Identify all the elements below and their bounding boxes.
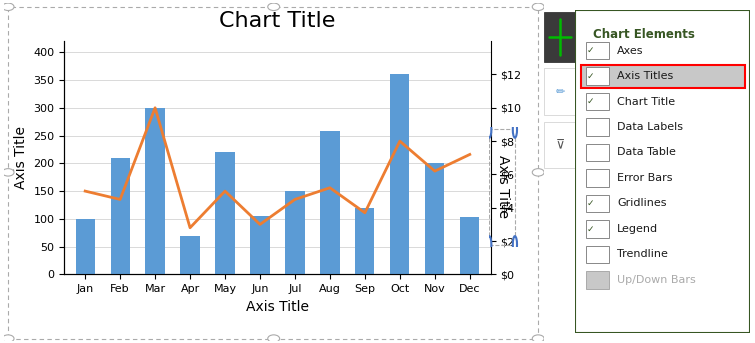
Text: ✓: ✓ bbox=[587, 97, 594, 106]
Bar bbox=[544, 12, 577, 62]
Bar bbox=[586, 93, 609, 110]
Bar bbox=[586, 246, 609, 263]
Bar bbox=[356, 208, 374, 274]
Circle shape bbox=[532, 335, 544, 342]
Bar bbox=[110, 158, 130, 274]
Text: ✓: ✓ bbox=[587, 224, 594, 233]
Bar bbox=[76, 219, 95, 274]
Title: Chart Title: Chart Title bbox=[219, 11, 336, 31]
Text: Data Table: Data Table bbox=[618, 147, 676, 157]
Bar bbox=[285, 191, 304, 274]
Text: Axes: Axes bbox=[618, 46, 644, 56]
Text: Gridlines: Gridlines bbox=[618, 198, 667, 209]
Bar bbox=[320, 131, 340, 274]
Bar bbox=[146, 108, 165, 274]
Text: Axis Titles: Axis Titles bbox=[618, 71, 673, 81]
Circle shape bbox=[532, 3, 544, 11]
Bar bbox=[586, 220, 609, 238]
Text: Legend: Legend bbox=[618, 224, 658, 234]
Text: Chart Title: Chart Title bbox=[618, 96, 676, 107]
Bar bbox=[460, 217, 479, 274]
Bar bbox=[581, 64, 745, 87]
Bar bbox=[390, 74, 409, 274]
Circle shape bbox=[532, 169, 544, 176]
Text: Data Labels: Data Labels bbox=[618, 122, 683, 132]
Circle shape bbox=[2, 335, 14, 342]
Circle shape bbox=[487, 236, 492, 253]
Bar bbox=[251, 216, 270, 274]
Bar bbox=[586, 118, 609, 136]
Circle shape bbox=[2, 3, 14, 11]
Circle shape bbox=[268, 335, 279, 342]
Circle shape bbox=[513, 236, 517, 253]
Bar bbox=[180, 236, 199, 274]
Y-axis label: Axis Title: Axis Title bbox=[14, 126, 28, 189]
Bar bbox=[586, 144, 609, 161]
Bar bbox=[544, 122, 577, 168]
Bar bbox=[586, 42, 609, 59]
Circle shape bbox=[2, 169, 14, 176]
Text: Axis Title: Axis Title bbox=[496, 155, 510, 218]
Bar bbox=[215, 152, 235, 274]
Bar bbox=[586, 271, 609, 288]
Bar bbox=[586, 67, 609, 85]
Circle shape bbox=[513, 121, 517, 138]
Text: Chart Elements: Chart Elements bbox=[593, 28, 695, 41]
Bar bbox=[586, 195, 609, 212]
Bar bbox=[586, 169, 609, 187]
Text: ✓: ✓ bbox=[587, 46, 594, 55]
Text: Up/Down Bars: Up/Down Bars bbox=[618, 275, 696, 285]
Text: Trendline: Trendline bbox=[618, 249, 668, 259]
Text: ✏: ✏ bbox=[556, 87, 565, 97]
Text: ✓: ✓ bbox=[587, 199, 594, 208]
Text: Error Bars: Error Bars bbox=[618, 173, 673, 183]
Bar bbox=[425, 163, 445, 274]
Text: ⊽: ⊽ bbox=[556, 139, 565, 152]
Bar bbox=[489, 129, 515, 245]
X-axis label: Axis Title: Axis Title bbox=[246, 300, 309, 314]
Bar bbox=[544, 69, 577, 115]
Circle shape bbox=[268, 3, 279, 11]
Circle shape bbox=[487, 121, 492, 138]
Text: ✓: ✓ bbox=[587, 72, 594, 81]
